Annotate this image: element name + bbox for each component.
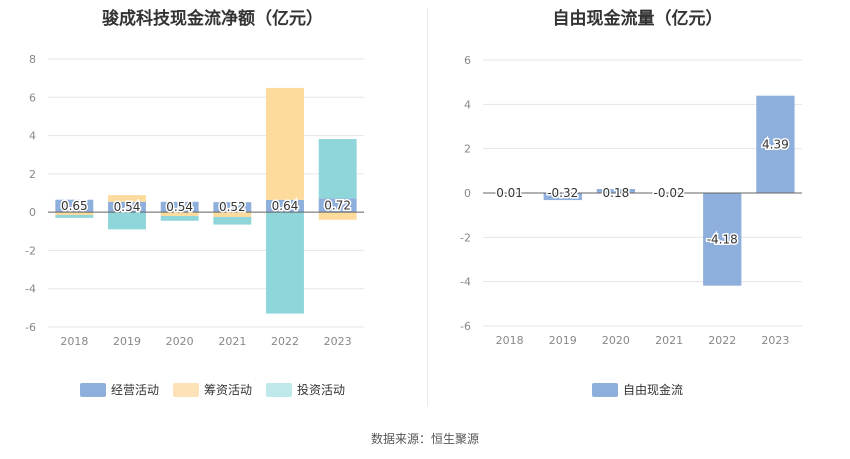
data-label: -4.18 bbox=[707, 232, 738, 246]
bar-2-1[interactable] bbox=[108, 212, 146, 230]
bar-2-2[interactable] bbox=[160, 215, 199, 221]
legend-swatch bbox=[79, 382, 106, 397]
data-label: -0.02 bbox=[654, 186, 685, 200]
x-tick-label: 2019 bbox=[549, 334, 577, 347]
legend-label: 经营活动 bbox=[110, 383, 159, 397]
data-label: 0.54 bbox=[166, 200, 193, 214]
plot-area: -6 -4 -2 0 2 4 6 8 2018 2019 2020 2021 2022 2023 0.65 0… bbox=[25, 53, 364, 348]
chart-free-cashflow: 自由现金流量（亿元） -6 -4 -2 0 2 4 6 2018 2019 2020 2021 202… bbox=[425, 0, 850, 420]
legend-item-investing[interactable]: 投资活动 bbox=[266, 381, 345, 398]
data-label: 0.72 bbox=[324, 198, 351, 212]
legend-item-financing[interactable]: 筹资活动 bbox=[172, 381, 252, 398]
bar-1-5[interactable] bbox=[318, 212, 357, 220]
y-tick-label: 0 bbox=[29, 206, 36, 219]
y-tick-label: 0 bbox=[464, 187, 471, 200]
bar-1-2[interactable] bbox=[160, 212, 199, 216]
bar-0-0[interactable] bbox=[55, 199, 94, 213]
legend: 自由现金流 bbox=[425, 381, 850, 398]
x-tick-label: 2022 bbox=[708, 334, 736, 347]
data-label: 0.52 bbox=[219, 200, 246, 214]
data-label: 0.65 bbox=[61, 199, 88, 213]
bar-0-2[interactable] bbox=[160, 201, 199, 213]
x-tick-label: 2023 bbox=[324, 335, 352, 348]
y-tick-label: 2 bbox=[464, 143, 471, 156]
chart-title: 自由现金流量（亿元） bbox=[552, 9, 723, 29]
x-tick-label: 2021 bbox=[655, 334, 683, 347]
legend-label: 筹资活动 bbox=[203, 383, 252, 397]
y-tick-label: 4 bbox=[29, 130, 36, 143]
bar-0-2[interactable] bbox=[596, 189, 636, 193]
x-tick-label: 2018 bbox=[60, 335, 88, 348]
bar-1-1[interactable] bbox=[108, 195, 146, 202]
panel-divider bbox=[427, 8, 428, 406]
bar-2-3[interactable] bbox=[213, 216, 252, 225]
data-label: 4.39 bbox=[762, 137, 789, 151]
x-tick-label: 2018 bbox=[496, 334, 524, 347]
legend-swatch bbox=[172, 382, 199, 397]
y-tick-label: 6 bbox=[29, 91, 36, 104]
x-tick-label: 2022 bbox=[271, 335, 299, 348]
bar-1-3[interactable] bbox=[213, 212, 252, 217]
x-tick-label: 2019 bbox=[113, 335, 141, 348]
bar-0-4[interactable] bbox=[703, 193, 742, 286]
bar-1-4[interactable] bbox=[266, 87, 304, 200]
y-tick-label: 2 bbox=[29, 168, 36, 181]
data-label: -0.32 bbox=[547, 186, 578, 200]
bar-0-5[interactable] bbox=[318, 198, 357, 213]
x-tick-label: 2021 bbox=[218, 335, 246, 348]
y-tick-label: -2 bbox=[460, 231, 471, 244]
legend-label: 投资活动 bbox=[297, 383, 346, 397]
y-tick-label: -2 bbox=[25, 244, 36, 257]
bar-1-0[interactable] bbox=[55, 212, 94, 216]
y-tick-label: 4 bbox=[464, 98, 471, 111]
y-tick-label: -6 bbox=[460, 320, 471, 333]
plot-area: -6 -4 -2 0 2 4 6 2018 2019 2020 2021 2022 2023 0.01 -0… bbox=[460, 54, 802, 347]
bar-2-0[interactable] bbox=[55, 215, 94, 218]
legend-swatch bbox=[591, 382, 618, 397]
data-label: 0.64 bbox=[272, 199, 299, 213]
legend-item-free-cashflow[interactable]: 自由现金流 bbox=[591, 381, 683, 398]
bar-0-4[interactable] bbox=[266, 199, 304, 213]
y-tick-label: 6 bbox=[464, 54, 471, 67]
data-label: 0.01 bbox=[496, 186, 523, 200]
x-tick-label: 2020 bbox=[166, 335, 194, 348]
bar-2-4[interactable] bbox=[266, 212, 304, 314]
legend: 经营活动 筹资活动 投资活动 bbox=[0, 381, 425, 398]
chart-cashflow-net: 骏成科技现金流净额（亿元） -6 -4 -2 0 2 4 6 8 2018 2019 2020 202… bbox=[0, 0, 425, 420]
bar-2-5[interactable] bbox=[318, 139, 357, 199]
bar-0-3[interactable] bbox=[213, 202, 252, 213]
y-tick-label: 8 bbox=[29, 53, 36, 66]
bar-0-5[interactable] bbox=[756, 95, 795, 193]
y-tick-label: -4 bbox=[25, 283, 36, 296]
data-label: 0.54 bbox=[114, 200, 141, 214]
data-source: 数据来源：恒生聚源 bbox=[370, 432, 479, 446]
x-tick-label: 2023 bbox=[761, 334, 789, 347]
x-tick-label: 2020 bbox=[602, 334, 630, 347]
y-tick-label: -4 bbox=[460, 276, 471, 289]
legend-swatch bbox=[266, 382, 292, 397]
chart-title: 骏成科技现金流净额（亿元） bbox=[102, 9, 323, 29]
legend-label: 自由现金流 bbox=[622, 383, 683, 397]
bar-0-1[interactable] bbox=[108, 201, 146, 213]
bar-0-1[interactable] bbox=[543, 193, 582, 201]
y-tick-label: -6 bbox=[25, 321, 36, 334]
legend-item-operating[interactable]: 经营活动 bbox=[79, 381, 159, 398]
data-label: 0.18 bbox=[603, 186, 630, 200]
